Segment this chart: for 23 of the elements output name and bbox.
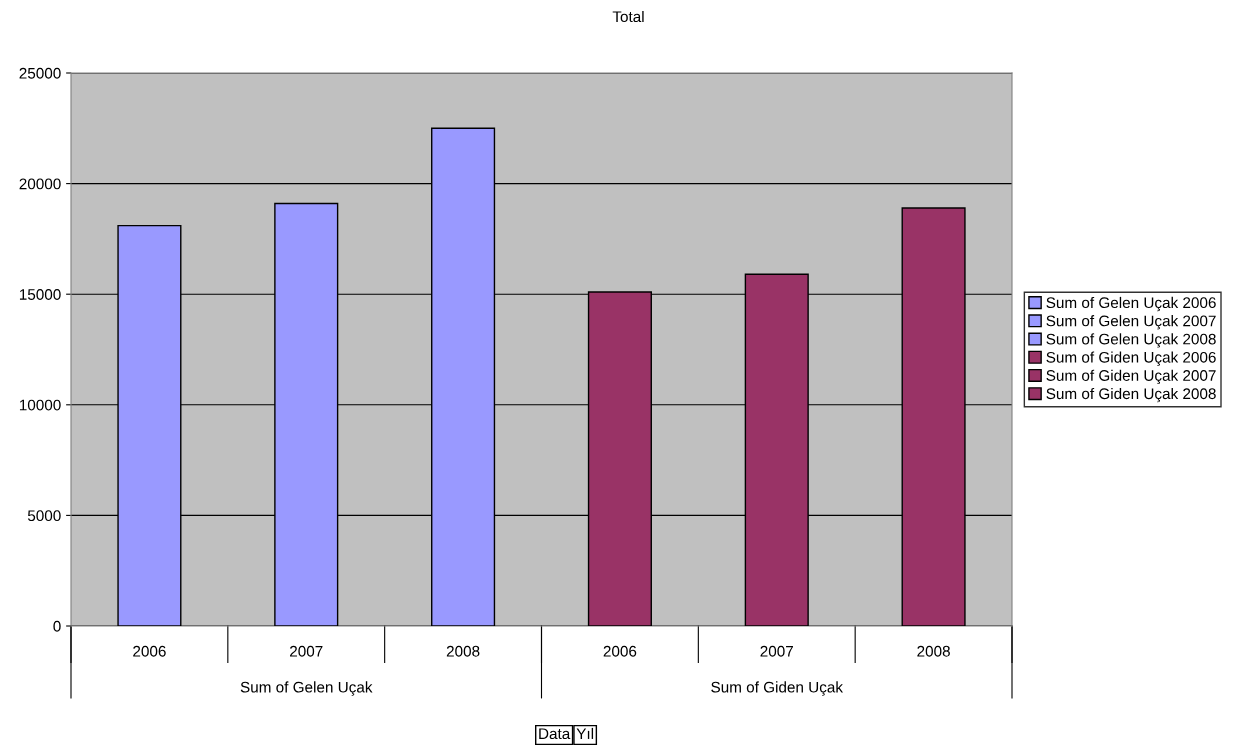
y-tick-label: 15000 — [19, 289, 61, 300]
legend-label: Sum of Giden Uçak 2008 — [1046, 387, 1216, 403]
legend-label: Sum of Gelen Uçak 2008 — [1046, 333, 1216, 348]
y-tick-label: 0 — [53, 620, 61, 632]
x-tick-label: 2006 — [603, 645, 637, 657]
y-tick-label: 5000 — [27, 510, 61, 522]
x-tick-label: 2008 — [917, 645, 950, 657]
y-tick-label: 10000 — [19, 399, 61, 411]
legend-label: Sum of Giden Uçak 2007 — [1046, 369, 1216, 385]
legend-label: Sum of Gelen Uçak 2006 — [1046, 296, 1216, 312]
x-tick-label: 2007 — [760, 645, 793, 657]
x-tick-label: 2007 — [290, 645, 323, 657]
text: Data — [539, 728, 571, 740]
text: Sum of Giden Uçak — [711, 681, 844, 696]
legend-label: Sum of Giden Uçak 2006 — [1046, 351, 1216, 366]
x-tick-label: 2006 — [133, 645, 166, 657]
y-tick-label: 25000 — [19, 67, 61, 79]
text: Yıl — [576, 727, 594, 739]
y-tick-label: 20000 — [19, 178, 61, 190]
legend-label: Sum of Gelen Uçak 2007 — [1046, 315, 1216, 330]
text: Sum of Gelen Uçak — [240, 681, 373, 696]
x-tick-label: 2008 — [446, 645, 480, 657]
chart-title: Total — [612, 10, 644, 23]
